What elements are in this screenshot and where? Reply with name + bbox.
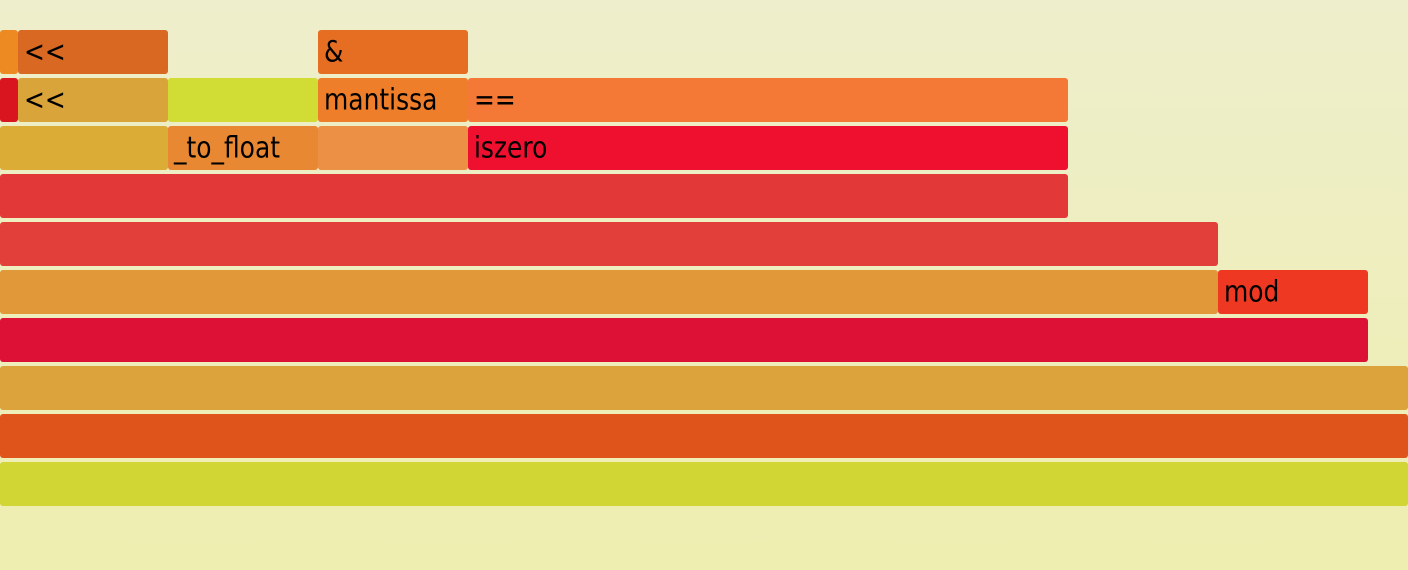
stack-frame[interactable] xyxy=(0,30,18,74)
stack-frame[interactable] xyxy=(0,174,1068,218)
stack-frame[interactable] xyxy=(0,78,18,122)
stack-frame-label: mantissa xyxy=(324,82,438,117)
stack-frame[interactable] xyxy=(168,78,318,122)
stack-frame[interactable] xyxy=(0,270,1218,314)
stack-frame-label: _to_float xyxy=(174,130,281,165)
stack-frame-label: & xyxy=(324,34,344,69)
stack-frame[interactable]: iszero xyxy=(468,126,1068,170)
stack-frame[interactable]: & xyxy=(318,30,468,74)
stack-frame[interactable]: == xyxy=(468,78,1068,122)
stack-frame[interactable] xyxy=(318,126,468,170)
stack-frame[interactable]: _to_float xyxy=(168,126,318,170)
stack-frame[interactable]: mod xyxy=(1218,270,1368,314)
stack-frame-label: mod xyxy=(1224,274,1280,309)
stack-frame[interactable] xyxy=(0,462,1408,506)
stack-frame[interactable]: << xyxy=(18,30,168,74)
stack-frame[interactable] xyxy=(0,126,168,170)
stack-frame[interactable] xyxy=(0,414,1408,458)
stack-frame-label: == xyxy=(474,82,516,117)
stack-frame[interactable] xyxy=(0,222,1218,266)
stack-frame[interactable] xyxy=(0,366,1408,410)
stack-frame[interactable]: mantissa xyxy=(318,78,468,122)
stack-frame-label: iszero xyxy=(474,130,548,165)
stack-frame[interactable] xyxy=(0,318,1368,362)
stack-frame-label: << xyxy=(24,82,66,117)
stack-frame[interactable]: << xyxy=(18,78,168,122)
stack-frame-label: << xyxy=(24,34,66,69)
